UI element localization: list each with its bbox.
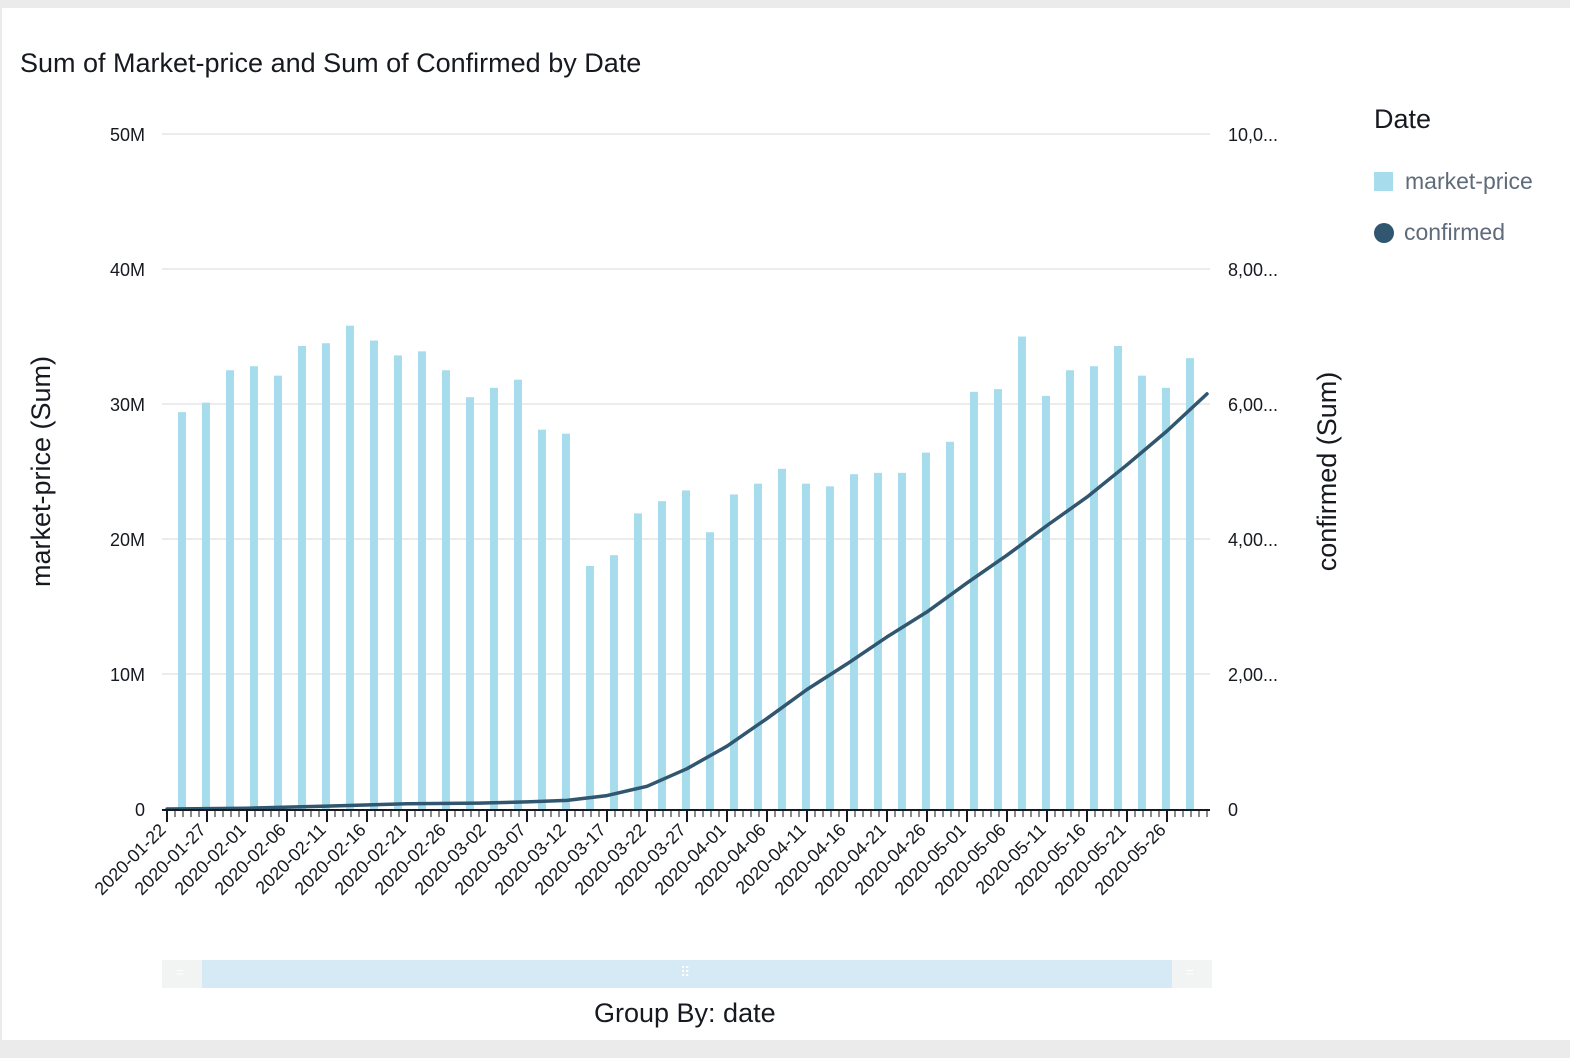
bar — [826, 486, 834, 809]
bar — [730, 494, 738, 809]
bar — [970, 391, 978, 809]
bar — [178, 412, 186, 809]
scrollbar-right-handle[interactable]: = — [1186, 964, 1195, 980]
bar — [250, 366, 258, 809]
bar — [946, 441, 954, 809]
y-left-tick-label: 10M — [110, 665, 145, 685]
bar — [322, 343, 330, 809]
bar — [586, 566, 594, 809]
bar — [1066, 370, 1074, 809]
legend-item-market-price[interactable]: market-price — [1374, 168, 1533, 194]
bar — [802, 483, 810, 809]
bar — [370, 340, 378, 809]
bar — [346, 325, 354, 809]
bar — [706, 532, 714, 809]
chart-plot: 0 0 10M 2,00... 20M 4,00... 30M 6,00... 40M 8,00.… — [26, 125, 1342, 899]
bar — [1114, 345, 1122, 809]
y-left-tick-label: 20M — [110, 530, 145, 550]
y-left-tick-label: 50M — [110, 125, 145, 145]
chart-legend: Date market-price confirmed — [1374, 104, 1533, 271]
bar — [562, 433, 570, 809]
bar — [394, 355, 402, 809]
y-left-tick-label: 30M — [110, 395, 145, 415]
bar — [202, 402, 210, 809]
bar — [922, 452, 930, 809]
y-right-axis-title: confirmed (Sum) — [1312, 372, 1342, 572]
bar — [226, 370, 234, 809]
y-left-axis-title: market-price (Sum) — [26, 356, 56, 587]
bar — [1186, 358, 1194, 809]
y-right-tick-label: 6,00... — [1228, 395, 1278, 415]
scrollbar-thumb[interactable]: ⠿ — [202, 960, 1172, 988]
bar — [490, 387, 498, 809]
y-left-tick-label: 40M — [110, 260, 145, 280]
y-right-tick-label: 0 — [1228, 800, 1238, 820]
legend-label-confirmed: confirmed — [1404, 219, 1505, 245]
bar — [850, 474, 858, 809]
bar — [898, 472, 906, 809]
y-right-tick-label: 10,0... — [1228, 125, 1278, 145]
bar — [778, 468, 786, 809]
bar — [1090, 366, 1098, 809]
bar — [418, 351, 426, 809]
bar — [514, 379, 522, 809]
bar — [298, 345, 306, 809]
bar — [1018, 336, 1026, 809]
scrollbar-grip-icon: ⠿ — [680, 964, 691, 980]
bar — [658, 501, 666, 809]
y-right-tick-label: 2,00... — [1228, 665, 1278, 685]
y-right-tick-label: 8,00... — [1228, 260, 1278, 280]
bar — [634, 513, 642, 809]
legend-swatch-confirmed — [1374, 222, 1394, 243]
bar — [754, 483, 762, 809]
confirmed-line — [165, 392, 1209, 811]
bar — [442, 370, 450, 809]
legend-title: Date — [1374, 104, 1432, 134]
bar — [682, 490, 690, 809]
legend-swatch-market-price — [1374, 172, 1393, 191]
bar — [466, 397, 474, 809]
bar — [994, 389, 1002, 809]
legend-item-confirmed[interactable]: confirmed — [1374, 219, 1533, 245]
chart-title: Sum of Market-price and Sum of Confirmed… — [20, 48, 642, 78]
legend-label-market-price: market-price — [1405, 168, 1533, 194]
bar — [1138, 375, 1146, 809]
bar — [274, 375, 282, 809]
scrollbar-left-handle[interactable]: = — [176, 964, 185, 980]
x-range-scrollbar[interactable]: = ⠿ = — [162, 960, 1212, 988]
bar — [1042, 395, 1050, 809]
group-by-label: Group By: date — [594, 998, 776, 1028]
y-right-tick-label: 4,00... — [1228, 530, 1278, 550]
bar — [538, 429, 546, 809]
chart-panel: Sum of Market-price and Sum of Confirmed… — [2, 8, 1570, 1040]
y-left-tick-label: 0 — [135, 800, 145, 820]
bar — [610, 555, 618, 809]
bar — [1162, 387, 1170, 809]
